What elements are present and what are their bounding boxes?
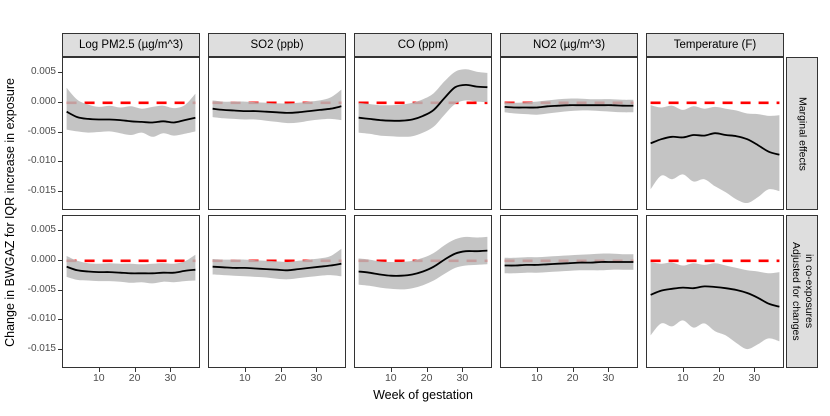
- estimate-line: [212, 262, 342, 272]
- y-axis-title-text: Change in BWGAZ for IQR increase in expo…: [3, 78, 17, 347]
- estimate-line: [504, 261, 634, 267]
- y-tick-mark: [58, 191, 62, 193]
- y-tick-label: -0.005: [27, 283, 56, 295]
- x-tick-label: 30: [310, 372, 323, 384]
- x-tick-mark: [98, 368, 100, 372]
- panel-adjusted-temperature: [646, 215, 784, 368]
- y-tick-mark: [58, 259, 62, 261]
- x-tick-label: 30: [602, 372, 615, 384]
- x-tick-mark: [718, 368, 720, 372]
- panel-adjusted-co: [354, 215, 492, 368]
- facet-strip-label: SO2 (ppb): [250, 39, 304, 51]
- confidence-ribbon: [358, 236, 488, 290]
- panel-row-adjusted: [62, 215, 784, 368]
- estimate-line: [212, 105, 342, 114]
- x-tick-mark: [536, 368, 538, 372]
- x-tick-label: 10: [676, 372, 689, 384]
- x-tick-label: 30: [456, 372, 469, 384]
- x-axis-title-text: Week of gestation: [373, 388, 473, 402]
- y-tick-mark: [58, 71, 62, 73]
- confidence-ribbon: [212, 248, 342, 280]
- y-tick-mark: [58, 319, 62, 321]
- panel-adjusted-so2: [208, 215, 346, 368]
- facet-strip-label: Log PM2.5 (µg/m^3): [78, 39, 184, 51]
- facet-strip-temperature: Temperature (F): [646, 33, 784, 57]
- x-tick-mark: [682, 368, 684, 372]
- estimate-line: [358, 83, 488, 122]
- x-tick-label: 30: [748, 372, 761, 384]
- x-tick-mark: [426, 368, 428, 372]
- estimate-line: [650, 285, 780, 308]
- x-tick-label: 20: [420, 372, 433, 384]
- estimate-line: [358, 249, 488, 277]
- y-tick-mark: [58, 349, 62, 351]
- x-tick-label: 20: [712, 372, 725, 384]
- facet-strip-label: NO2 (µg/m^3): [532, 39, 606, 51]
- x-tick-mark: [754, 368, 756, 372]
- panel-marginal-log-pm25: [62, 57, 200, 210]
- x-tick-label: 30: [164, 372, 177, 384]
- confidence-ribbon: [650, 262, 780, 350]
- x-tick-mark: [390, 368, 392, 372]
- y-tick-label: 0.005: [30, 65, 56, 77]
- x-tick-label: 20: [128, 372, 141, 384]
- x-tick-label: 20: [274, 372, 287, 384]
- facet-strip-co: CO (ppm): [354, 33, 492, 57]
- panel-adjusted-log-pm25: [62, 215, 200, 368]
- x-tick-mark: [280, 368, 282, 372]
- y-tick-label: 0.000: [30, 253, 56, 265]
- x-tick-label: 10: [530, 372, 543, 384]
- facet-strip-log-pm25: Log PM2.5 (µg/m^3): [62, 33, 200, 57]
- confidence-ribbon: [66, 254, 196, 284]
- x-tick-mark: [462, 368, 464, 372]
- panel-marginal-no2: [500, 57, 638, 210]
- x-tick-mark: [134, 368, 136, 372]
- panel-adjusted-no2: [500, 215, 638, 368]
- y-tick-label: 0.005: [30, 223, 56, 235]
- confidence-ribbon: [650, 105, 780, 204]
- panel-marginal-co: [354, 57, 492, 210]
- panel-row-marginal: [62, 57, 784, 210]
- panel-marginal-temperature: [646, 57, 784, 210]
- y-tick-mark: [58, 131, 62, 133]
- facet-strip-no2: NO2 (µg/m^3): [500, 33, 638, 57]
- x-tick-mark: [572, 368, 574, 372]
- x-tick-mark: [170, 368, 172, 372]
- estimate-line: [66, 265, 196, 275]
- facet-strip-label: Adjusted for changes in co-exposures: [790, 242, 816, 341]
- y-tick-mark: [58, 161, 62, 163]
- y-tick-label: 0.000: [30, 95, 56, 107]
- y-tick-label: -0.005: [27, 125, 56, 137]
- x-tick-label: 10: [92, 372, 105, 384]
- y-tick-label: -0.015: [27, 185, 56, 197]
- x-tick-label: 10: [238, 372, 251, 384]
- x-axis-title: Week of gestation: [62, 388, 784, 402]
- y-tick-mark: [58, 289, 62, 291]
- estimate-line: [650, 132, 780, 156]
- y-tick-label: -0.015: [27, 343, 56, 355]
- x-tick-label: 10: [384, 372, 397, 384]
- facet-strip-row: Log PM2.5 (µg/m^3) SO2 (ppb) CO (ppm) NO…: [62, 33, 784, 57]
- facet-strip-label: Marginal effects: [796, 96, 809, 171]
- facet-strip-label: Temperature (F): [673, 39, 757, 51]
- estimate-line: [66, 110, 196, 124]
- y-tick-mark: [58, 229, 62, 231]
- estimate-line: [504, 104, 634, 109]
- x-tick-mark: [244, 368, 246, 372]
- facet-strip-label: CO (ppm): [397, 39, 449, 51]
- y-tick-label: -0.010: [27, 155, 56, 167]
- x-tick-mark: [316, 368, 318, 372]
- confidence-ribbon: [212, 89, 342, 124]
- confidence-ribbon: [66, 87, 196, 137]
- confidence-ribbon: [504, 98, 634, 115]
- panel-marginal-so2: [208, 57, 346, 210]
- x-tick-label: 20: [566, 372, 579, 384]
- x-tick-mark: [608, 368, 610, 372]
- facet-strip-so2: SO2 (ppb): [208, 33, 346, 57]
- y-tick-label: -0.010: [27, 313, 56, 325]
- y-tick-mark: [58, 101, 62, 103]
- facet-strip-marginal-effects: Marginal effects: [786, 57, 818, 210]
- facet-strip-adjusted: Adjusted for changes in co-exposures: [786, 215, 818, 368]
